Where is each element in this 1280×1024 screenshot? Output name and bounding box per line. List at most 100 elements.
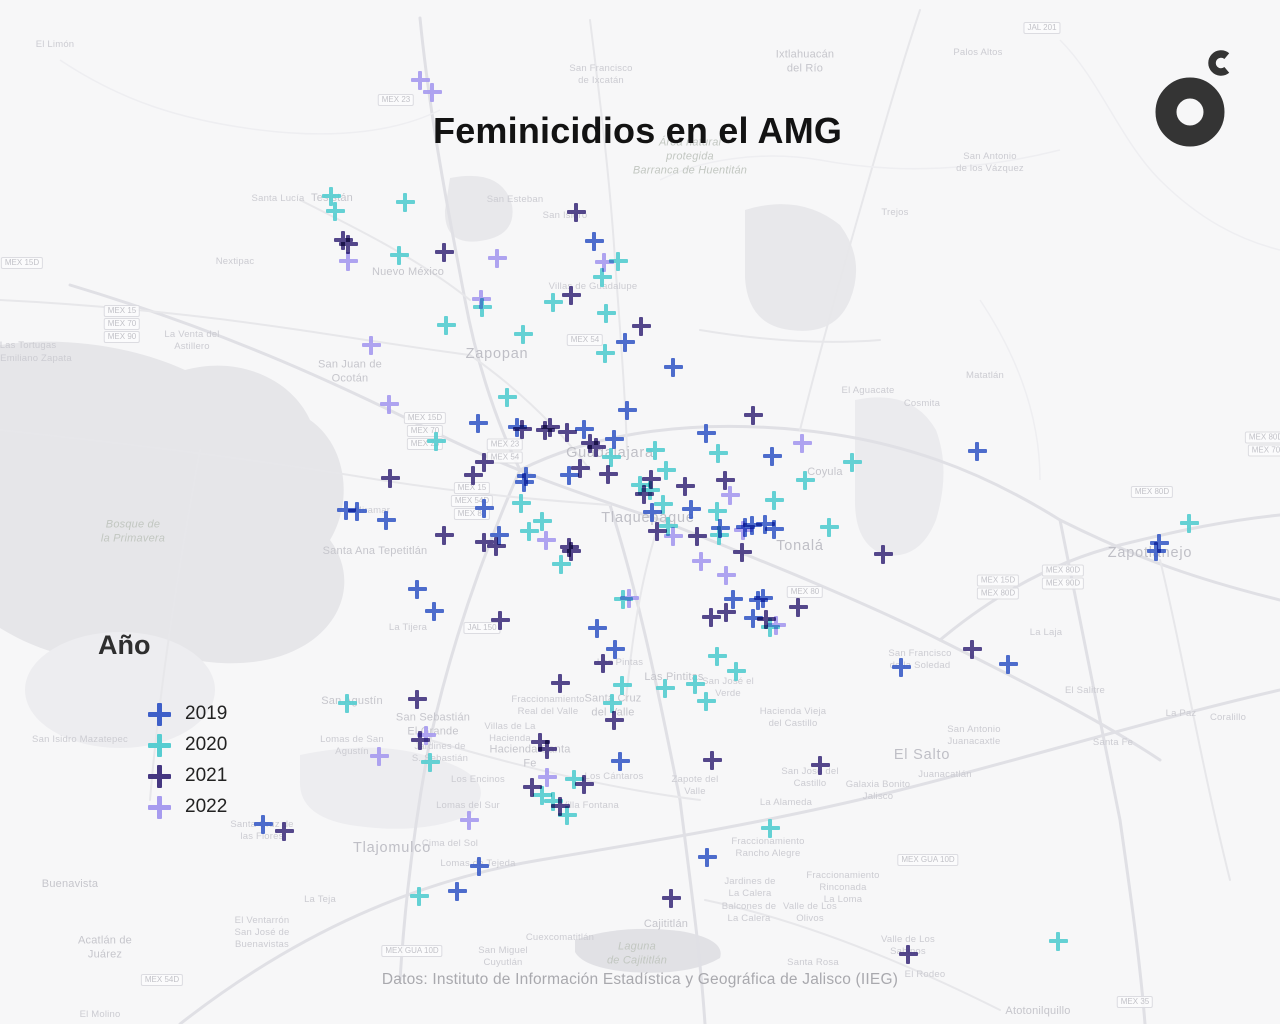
data-point-2020 — [842, 452, 862, 472]
data-point-2020 — [325, 201, 345, 221]
data-point-2020 — [764, 490, 784, 510]
data-point-2019 — [967, 441, 987, 461]
data-point-2019 — [764, 519, 784, 539]
data-point-2019 — [447, 881, 467, 901]
data-point-2019 — [642, 502, 662, 522]
data-point-2019 — [723, 589, 743, 609]
data-point-2020 — [532, 785, 552, 805]
primavera-forest-area — [0, 341, 345, 664]
data-point-2021 — [559, 537, 579, 557]
data-point-2020 — [656, 460, 676, 480]
data-point-2021 — [486, 536, 506, 556]
data-point-2019 — [1149, 533, 1169, 553]
data-point-2021 — [570, 458, 590, 478]
data-point-2020 — [543, 791, 563, 811]
data-point-2021 — [873, 544, 893, 564]
data-point-2021 — [557, 422, 577, 442]
data-point-2019 — [710, 518, 730, 538]
data-point-2019 — [753, 588, 773, 608]
data-point-2021 — [380, 468, 400, 488]
data-point-2021 — [732, 542, 752, 562]
data-point-2022 — [338, 251, 358, 271]
data-point-2019 — [697, 847, 717, 867]
data-point-2019 — [762, 446, 782, 466]
data-point-2019 — [516, 466, 536, 486]
data-point-2019 — [253, 814, 273, 834]
data-point-2020 — [543, 292, 563, 312]
data-point-2021 — [540, 417, 560, 437]
data-point-2019 — [424, 601, 444, 621]
data-point-2020 — [472, 297, 492, 317]
data-point-2019 — [663, 357, 683, 377]
data-point-2019 — [610, 751, 630, 771]
data-point-2019 — [514, 472, 534, 492]
data-point-2019 — [681, 499, 701, 519]
nixticuil-area — [444, 175, 513, 242]
data-point-2022 — [369, 746, 389, 766]
data-point-2019 — [1146, 541, 1166, 561]
legend-item-2019: 2019 — [148, 702, 227, 726]
matatlan-hills-area — [854, 397, 944, 556]
data-point-2021 — [274, 821, 294, 841]
legend-items: 2019 2020 2021 2022 — [98, 702, 228, 819]
data-point-2020 — [395, 192, 415, 212]
data-point-2019 — [574, 419, 594, 439]
data-point-2021 — [687, 526, 707, 546]
data-point-2020 — [551, 554, 571, 574]
data-point-2021 — [566, 202, 586, 222]
data-point-2019 — [407, 579, 427, 599]
data-point-2020 — [595, 343, 615, 363]
data-point-2022 — [410, 70, 430, 90]
data-point-2019 — [743, 608, 763, 628]
data-point-2020 — [511, 493, 531, 513]
data-point-2020 — [337, 693, 357, 713]
data-point-2020 — [557, 805, 577, 825]
data-point-2020 — [707, 646, 727, 666]
data-point-2020 — [707, 501, 727, 521]
data-point-2020 — [819, 517, 839, 537]
data-point-2019 — [604, 429, 624, 449]
data-point-2020 — [532, 511, 552, 531]
data-point-2021 — [338, 234, 358, 254]
data-point-2021 — [598, 464, 618, 484]
page-title: Feminicidios en el AMG — [433, 110, 843, 152]
data-point-2021 — [675, 476, 695, 496]
data-point-2020 — [564, 769, 584, 789]
data-point-2021 — [434, 525, 454, 545]
cerro-san-agustin-area — [299, 747, 481, 829]
data-point-2021 — [474, 452, 494, 472]
data-point-2022 — [792, 433, 812, 453]
data-point-2022 — [379, 394, 399, 414]
data-point-2021 — [410, 730, 430, 750]
data-point-2020 — [726, 661, 746, 681]
data-point-2021 — [535, 420, 555, 440]
cajititlan-lake — [575, 928, 721, 973]
data-point-2020 — [497, 387, 517, 407]
data-point-2021 — [810, 755, 830, 775]
data-point-2020 — [321, 186, 341, 206]
data-point-2022 — [716, 565, 736, 585]
data-point-2021 — [641, 469, 661, 489]
data-point-2020 — [795, 470, 815, 490]
data-point-2019 — [376, 510, 396, 530]
data-point-2021 — [463, 465, 483, 485]
legend-item-2020: 2020 — [148, 733, 227, 757]
data-point-2019 — [336, 500, 356, 520]
data-point-2019 — [489, 525, 509, 545]
data-point-2020 — [685, 674, 705, 694]
data-point-2020 — [601, 447, 621, 467]
data-point-2019 — [998, 654, 1018, 674]
data-point-2021 — [580, 433, 600, 453]
data-point-2020 — [696, 691, 716, 711]
data-point-2022 — [416, 725, 436, 745]
data-point-2022 — [471, 289, 491, 309]
data-point-2019 — [507, 417, 527, 437]
data-point-2021 — [631, 316, 651, 336]
legend-label: 2021 — [185, 765, 228, 786]
data-point-2020 — [426, 431, 446, 451]
data-point-2019 — [617, 400, 637, 420]
data-point-2020 — [602, 693, 622, 713]
data-point-2020 — [653, 494, 673, 514]
